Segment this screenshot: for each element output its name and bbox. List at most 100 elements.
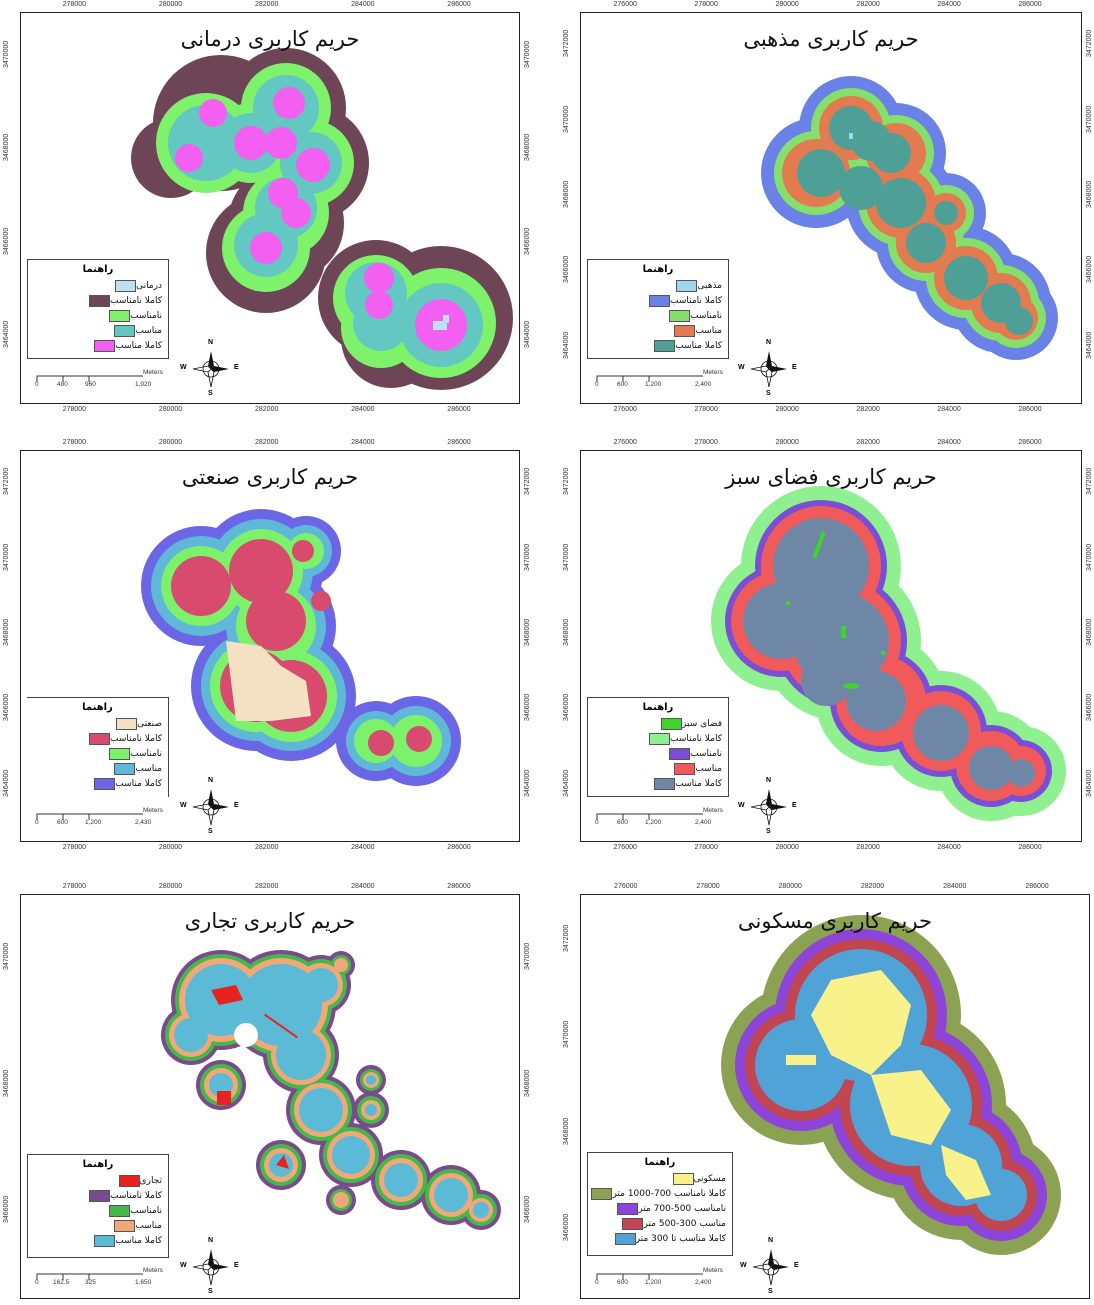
coordinate-label: 278000 [694, 406, 718, 413]
scale-label: 600 [617, 1279, 628, 1286]
compass-w: W [740, 1262, 747, 1269]
legend-label: مناسب [695, 325, 722, 336]
legend-title: راهنما [82, 702, 113, 713]
coordinate-label: 282000 [856, 406, 880, 413]
legend-swatch [617, 1202, 639, 1215]
scale-label: 480 [57, 381, 68, 388]
coordinate-label: 276000 [613, 844, 637, 851]
coordinate-label: 3470000 [563, 543, 570, 571]
coordinate-label: 282000 [255, 1, 279, 8]
coordinate-label: 3464000 [3, 769, 10, 797]
legend-swatch [669, 747, 691, 760]
coordinate-label: 284000 [351, 883, 375, 890]
coordinate-label: 280000 [158, 844, 183, 851]
legend-item: مذهبی [594, 278, 722, 293]
legend-swatch [118, 1174, 140, 1187]
coordinate-label: 278000 [694, 1, 718, 8]
legend-label: کاملا نامناسب [110, 1190, 162, 1201]
coordinate-label: 280000 [775, 1, 799, 8]
map-frame: حریم کاربری مذهبی راهنما مذهبی کاملا نامن… [580, 12, 1082, 404]
compass-s: S [208, 390, 213, 397]
north-arrow-icon: N S E W [180, 339, 239, 397]
coordinate-label: 282000 [255, 439, 279, 446]
coordinate-label: 3470000 [1086, 105, 1093, 133]
north-arrow-icon: N S E W [740, 1237, 799, 1295]
scale-label: 2,400 [695, 819, 712, 826]
legend-item: نامناسب [594, 308, 722, 323]
legend-item: نامناسب 500-700 متر [594, 1201, 726, 1216]
compass-n: N [208, 1237, 214, 1244]
legend-swatch [591, 1187, 613, 1200]
green-space-patches [786, 531, 885, 689]
legend-item: مناسب [34, 323, 162, 338]
legend-swatch [676, 279, 698, 292]
compass-e: E [234, 802, 239, 809]
scale-label: 0 [595, 819, 599, 826]
legend: راهنما مذهبی کاملا نامناسب نامناسب مناسب کام… [587, 259, 729, 359]
legend-label: مذهبی [697, 280, 722, 291]
zone-very-suitable [797, 106, 1033, 335]
zone-very-suitable [174, 964, 489, 1218]
legend-swatch [614, 1232, 636, 1245]
legend-swatch [114, 1219, 136, 1232]
legend-swatch [674, 324, 696, 337]
scale-label: 600 [617, 819, 628, 826]
coordinate-label: 3472000 [563, 467, 570, 496]
legend-swatch [649, 294, 671, 307]
coordinate-label: 3472000 [3, 467, 10, 496]
north-arrow-icon: N S E W [180, 777, 239, 835]
legend-swatch [109, 747, 131, 760]
coordinate-label: 3472000 [1086, 29, 1093, 58]
legend-title: راهنما [82, 1159, 114, 1170]
map-drawing [711, 486, 1066, 821]
commercial-areas [211, 985, 298, 1169]
coordinate-label: 3466000 [524, 227, 531, 255]
legend-item: کاملا نامناسب [34, 293, 162, 308]
legend-label: مسکونی [693, 1173, 726, 1184]
legend-label: نامناسب [690, 310, 722, 321]
zone-very-suitable [743, 518, 1035, 790]
legend-label: مناسب [135, 1220, 162, 1231]
coordinate-label: 3472000 [524, 467, 531, 496]
scale-bar: 0 480 960 1,920 Meters [35, 369, 165, 393]
scale-label: 1,200 [645, 1279, 662, 1286]
legend-item: مسکونی [594, 1171, 726, 1186]
legend-title: راهنما [82, 264, 114, 275]
north-arrow-icon: N S E W [180, 1237, 239, 1295]
compass-w: W [738, 802, 745, 809]
scale-unit: Meters [143, 807, 163, 814]
legend-label: کاملا مناسب [675, 778, 722, 789]
compass-w: W [180, 1262, 187, 1269]
coordinate-label: 286000 [1018, 1, 1042, 8]
medical-facilities [433, 315, 449, 330]
legend-title: راهنما [642, 702, 674, 713]
coordinate-label: 280000 [775, 844, 799, 851]
compass-e: E [792, 364, 797, 371]
coordinate-label: 286000 [1025, 883, 1049, 890]
coordinate-label: 286000 [1018, 844, 1042, 851]
scale-bar: 0 600 1,200 2,400 Meters [595, 369, 725, 393]
compass-s: S [208, 1288, 213, 1295]
coordinate-label: 3464000 [524, 769, 531, 797]
compass-s: S [766, 828, 771, 835]
coordinate-label: 3470000 [563, 1021, 570, 1049]
scale-label: 1,920 [135, 381, 152, 388]
legend-item: کاملا مناسب تا 300 متر [594, 1231, 726, 1246]
compass-w: W [738, 364, 745, 371]
scale-label: 600 [617, 381, 628, 388]
coordinate-label: 3468000 [563, 180, 570, 208]
map-gap [234, 1023, 258, 1047]
scale-unit: Meters [703, 1267, 723, 1274]
coordinate-label: 3468000 [3, 1069, 10, 1097]
map-drawing [131, 48, 513, 390]
compass-n: N [766, 777, 772, 784]
coordinate-label: 3470000 [524, 942, 531, 970]
map-panel-medical: حریم کاربری درمانی راهنما درمانی کاملا نا… [0, 0, 540, 420]
legend-swatch [114, 762, 136, 775]
coordinate-label: 278000 [62, 844, 87, 851]
legend-item: کاملا مناسب [34, 338, 162, 353]
map-title: حریم کاربری مذهبی [743, 27, 919, 51]
legend-label: کاملا مناسب [115, 1235, 162, 1246]
scale-bar: 0 600 1,200 2,400 Meters [595, 1267, 725, 1291]
north-arrow-icon: N S E W [738, 339, 797, 397]
